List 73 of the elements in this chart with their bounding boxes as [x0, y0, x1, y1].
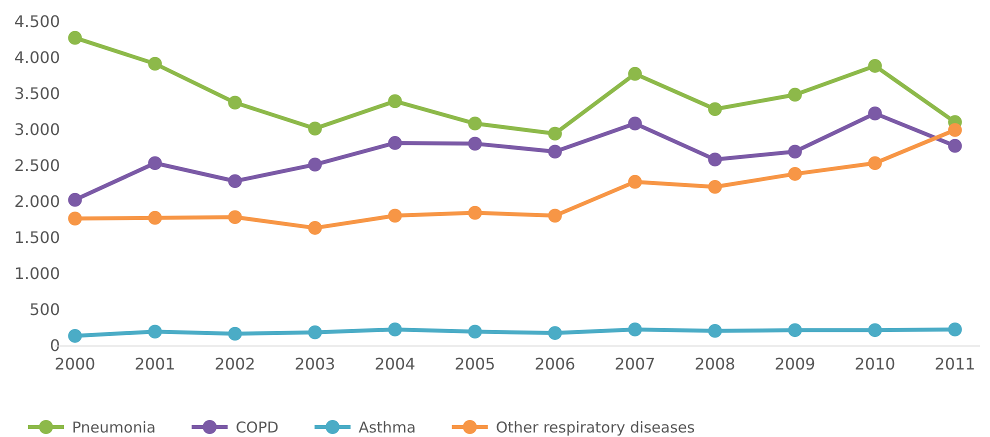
y-tick-label: 3.000	[14, 120, 60, 140]
point	[228, 174, 242, 188]
point	[628, 116, 642, 130]
point	[708, 152, 722, 166]
point	[868, 323, 882, 338]
x-tick-label: 2006	[534, 354, 576, 374]
x-tick-label: 2004	[374, 354, 416, 374]
legend-label: COPD	[236, 418, 279, 436]
point	[868, 59, 882, 73]
legend-label: Asthma	[358, 418, 416, 436]
point	[628, 66, 642, 81]
point	[948, 138, 962, 153]
point	[388, 94, 402, 108]
y-tick-label: 4.000	[14, 48, 60, 68]
x-tick-label: 2008	[694, 354, 736, 374]
x-tick-label: 2005	[454, 354, 496, 374]
point	[548, 326, 562, 340]
y-tick-label: 0	[50, 336, 60, 356]
point	[308, 325, 322, 340]
x-tick-label: 2007	[614, 354, 656, 374]
point	[68, 30, 82, 45]
point	[148, 210, 162, 225]
y-tick-label: 2.000	[14, 192, 60, 212]
point	[788, 144, 802, 158]
point	[308, 122, 322, 136]
point	[308, 158, 322, 172]
point	[68, 192, 82, 207]
point	[548, 126, 562, 140]
point	[628, 174, 642, 189]
point	[148, 56, 162, 71]
y-tick-label: 3.500	[14, 84, 60, 104]
point	[388, 136, 402, 150]
y-tick-label: 500	[29, 300, 60, 320]
point	[468, 116, 482, 130]
point	[548, 144, 562, 158]
legend-label: Other respiratory diseases	[496, 418, 695, 436]
point	[228, 210, 242, 224]
point	[548, 208, 562, 223]
point	[788, 88, 802, 102]
point	[388, 322, 402, 336]
point	[788, 323, 802, 338]
x-tick-label: 2010	[854, 354, 896, 374]
x-tick-label: 2002	[214, 354, 256, 374]
point	[228, 326, 242, 341]
point	[228, 96, 242, 110]
point	[68, 212, 82, 226]
point	[708, 324, 722, 338]
point	[708, 180, 722, 194]
y-tick-label: 4.500	[14, 12, 60, 32]
y-tick-label: 2.500	[14, 156, 60, 176]
point	[68, 329, 82, 343]
x-tick-label: 2011	[934, 354, 976, 374]
legend-label: Pneumonia	[72, 418, 156, 436]
point	[148, 324, 162, 338]
point	[468, 136, 482, 151]
x-tick-label: 2009	[774, 354, 816, 374]
x-tick-label: 2001	[134, 354, 176, 374]
point	[868, 156, 882, 170]
x-tick-label: 2003	[294, 354, 336, 374]
point	[948, 123, 962, 137]
x-tick-label: 2000	[54, 354, 96, 374]
point	[628, 322, 642, 336]
point	[788, 167, 802, 181]
point	[468, 324, 482, 338]
point	[388, 208, 402, 223]
point	[868, 106, 882, 120]
y-tick-label: 1.000	[14, 264, 60, 284]
point	[468, 206, 482, 220]
point	[148, 156, 162, 170]
point	[708, 102, 722, 116]
point	[948, 322, 962, 336]
point	[308, 221, 322, 235]
y-tick-label: 1.500	[14, 228, 60, 248]
